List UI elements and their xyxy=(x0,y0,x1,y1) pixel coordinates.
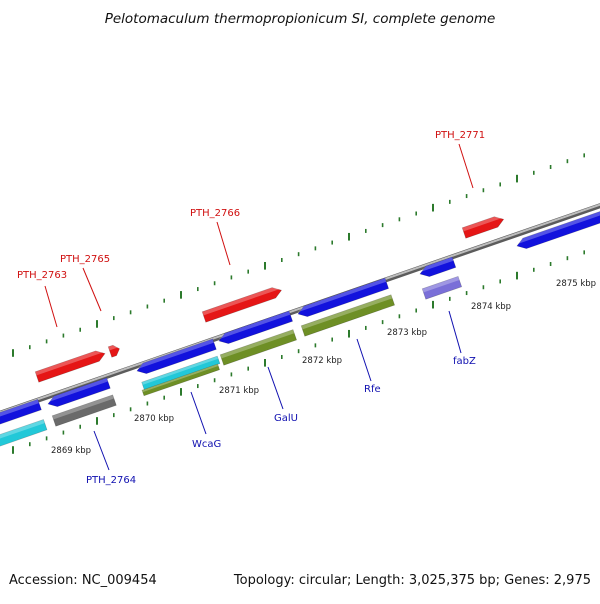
tick-label-2873: 2873 kbp xyxy=(387,328,427,338)
gene-label-pth2764: PTH_2764 xyxy=(86,475,136,486)
leader-pth2771 xyxy=(459,144,473,188)
gene-pth2766-shine xyxy=(202,288,281,316)
tick-label-2872: 2872 kbp xyxy=(302,356,342,366)
tick-label-2871: 2871 kbp xyxy=(219,386,259,396)
tick-label-2874: 2874 kbp xyxy=(471,302,511,312)
gene-label-pth2766: PTH_2766 xyxy=(190,208,240,219)
gene-pth2766 xyxy=(202,288,281,323)
gene-arrows xyxy=(0,211,600,446)
lower-tick-row xyxy=(13,243,600,454)
gene-label-pth2763: PTH_2763 xyxy=(17,270,67,281)
gene-label-pth2771: PTH_2771 xyxy=(435,130,485,141)
map-title: Pelotomaculum thermopropionicum SI, comp… xyxy=(105,11,496,27)
leader-wcag xyxy=(191,392,206,434)
leader-pth2763 xyxy=(45,286,57,327)
gene-label-fabz: fabZ xyxy=(453,356,476,367)
gene-pth2763 xyxy=(35,351,105,382)
gene-label-rfe: Rfe xyxy=(364,384,381,395)
gene-label-galu: GalU xyxy=(274,413,298,424)
tick-label-2869: 2869 kbp xyxy=(51,446,91,456)
leader-galu xyxy=(268,367,283,409)
accession-text: Accession: NC_009454 xyxy=(9,573,157,588)
tick-label-2870: 2870 kbp xyxy=(134,414,174,424)
tick-label-2875: 2875 kbp xyxy=(556,279,596,289)
leader-pth2766 xyxy=(217,222,230,265)
topology-text: Topology: circular; Length: 3,025,375 bp… xyxy=(234,573,591,588)
leader-fabz xyxy=(449,311,461,353)
leader-rfe xyxy=(357,339,371,381)
label-leaders xyxy=(45,144,473,470)
leader-pth2764 xyxy=(94,431,109,470)
gene-label-pth2765: PTH_2765 xyxy=(60,254,110,265)
leader-pth2765 xyxy=(83,268,101,311)
gene-label-wcag: WcaG xyxy=(192,439,221,450)
